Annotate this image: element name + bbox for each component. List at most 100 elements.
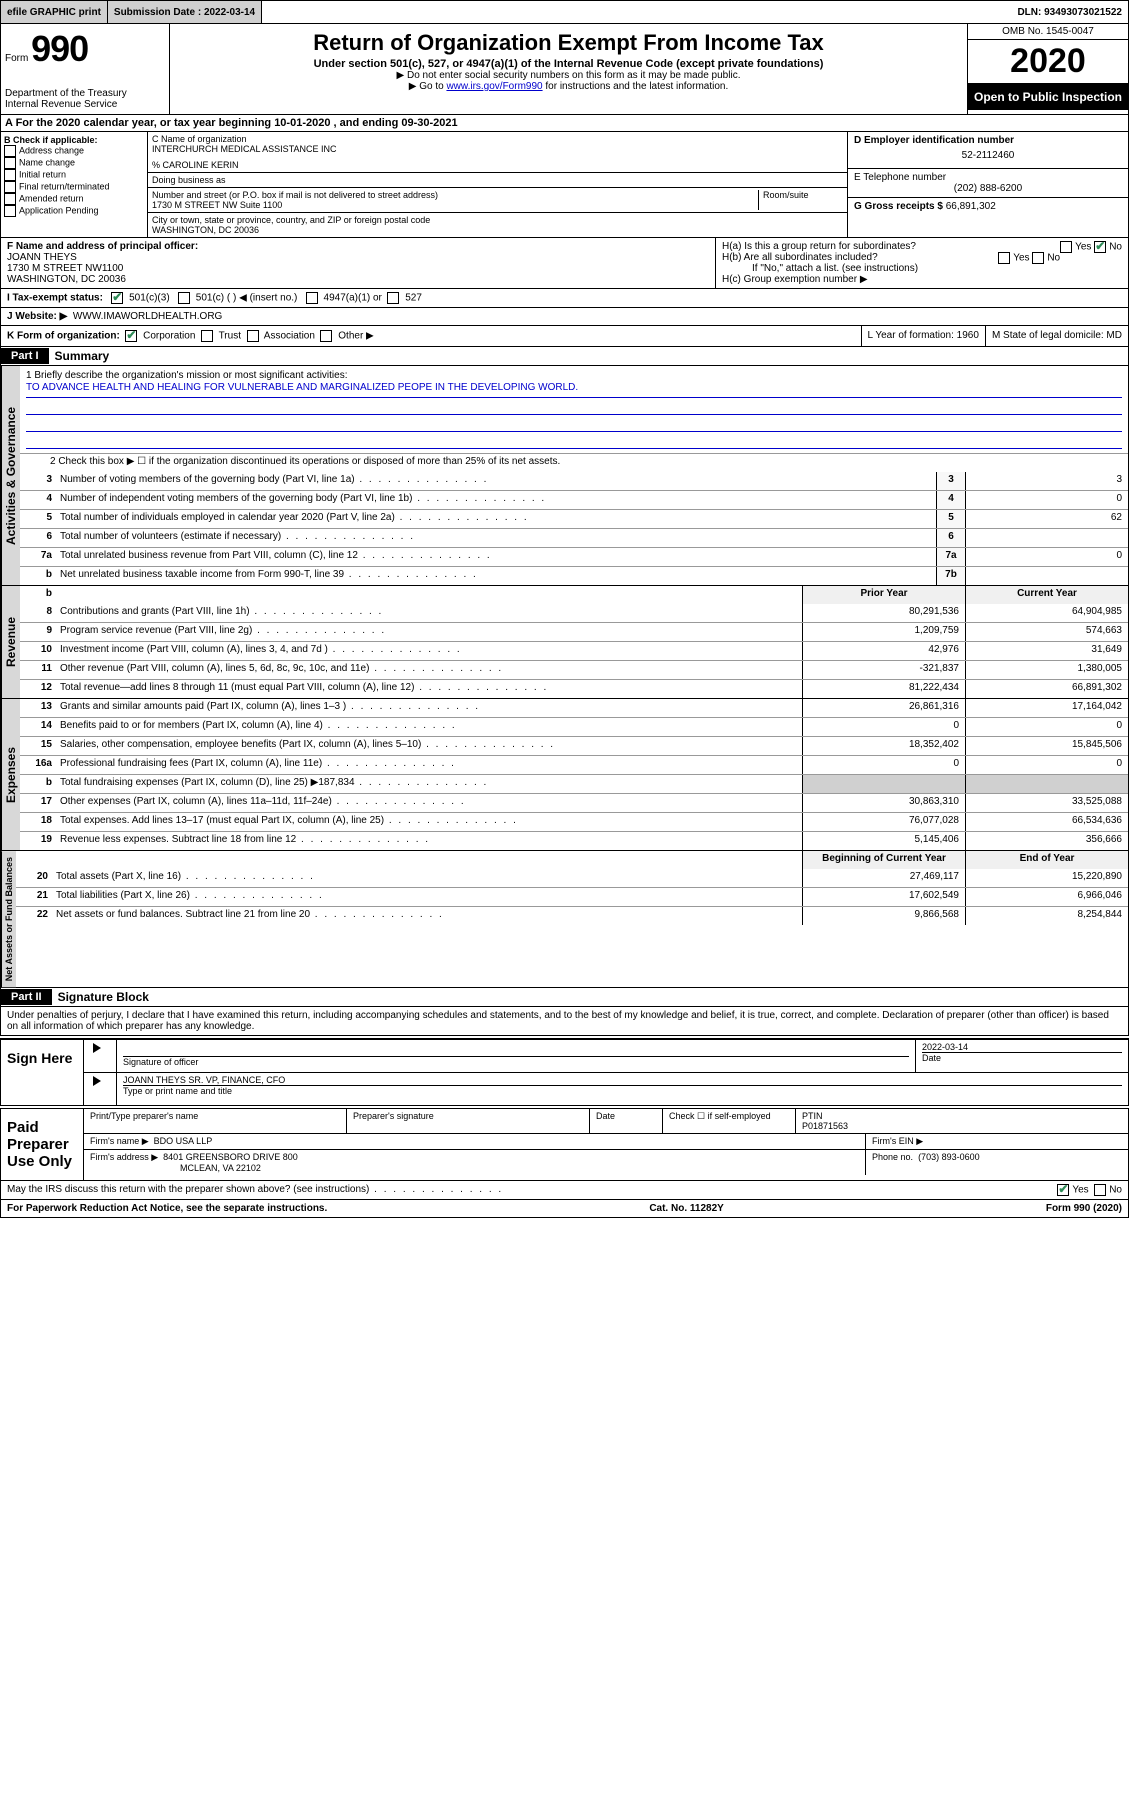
opt-trust: Trust	[219, 331, 241, 342]
line-value: 0	[965, 548, 1128, 566]
chk-assoc[interactable]	[247, 330, 259, 342]
row-i: I Tax-exempt status: 501(c)(3) 501(c) ( …	[0, 289, 1129, 308]
hdr-prior-year: Prior Year	[802, 586, 965, 604]
ein-value: 52-2112460	[854, 146, 1122, 165]
form-word: Form	[5, 53, 28, 64]
line-text: Other expenses (Part IX, column (A), lin…	[56, 794, 802, 812]
discuss-yes[interactable]	[1057, 1184, 1069, 1196]
current-year-value: 15,220,890	[965, 869, 1128, 887]
line-text: Professional fundraising fees (Part IX, …	[56, 756, 802, 774]
chk-4947[interactable]	[306, 292, 318, 304]
prior-year-value: 80,291,536	[802, 604, 965, 622]
line-text: Net unrelated business taxable income fr…	[56, 567, 936, 585]
section-net-assets: Net Assets or Fund Balances Beginning of…	[0, 851, 1129, 988]
chk-527[interactable]	[387, 292, 399, 304]
opt-corp: Corporation	[143, 331, 195, 342]
line-num: 11	[20, 661, 56, 679]
prior-year-value: 42,976	[802, 642, 965, 660]
line-text: Total expenses. Add lines 13–17 (must eq…	[56, 813, 802, 831]
paid-preparer-label: Paid Preparer Use Only	[1, 1109, 84, 1180]
prior-year-value	[802, 775, 965, 793]
prior-year-value: 18,352,402	[802, 737, 965, 755]
row-f-h: F Name and address of principal officer:…	[0, 238, 1129, 289]
line-text: Total unrelated business revenue from Pa…	[56, 548, 936, 566]
line-num: 7a	[20, 548, 56, 566]
prior-year-value: 5,145,406	[802, 832, 965, 850]
line-value: 0	[965, 491, 1128, 509]
line-num: 8	[20, 604, 56, 622]
efile-print-button[interactable]: efile GRAPHIC print	[1, 1, 108, 23]
line-box: 3	[936, 472, 965, 490]
instr-pre: ▶ Go to	[409, 81, 447, 92]
chk-name-change[interactable]	[4, 157, 16, 169]
discuss-no[interactable]	[1094, 1184, 1106, 1196]
mission-blank2	[26, 415, 1122, 432]
vert-net-assets: Net Assets or Fund Balances	[1, 851, 16, 987]
chk-app-pending[interactable]	[4, 205, 16, 217]
chk-address-change[interactable]	[4, 145, 16, 157]
prep-self-employed: Check ☐ if self-employed	[663, 1109, 796, 1133]
dept-treasury: Department of the Treasury Internal Reve…	[5, 88, 165, 110]
part2-header-row: Part II Signature Block	[0, 988, 1129, 1007]
current-year-value: 0	[965, 756, 1128, 774]
vert-governance: Activities & Governance	[1, 366, 20, 585]
top-bar: efile GRAPHIC print Submission Date : 20…	[0, 0, 1129, 24]
section-governance: Activities & Governance 1 Briefly descri…	[0, 366, 1129, 586]
hc-label: H(c) Group exemption number ▶	[722, 274, 1122, 285]
instr-post: for instructions and the latest informat…	[545, 81, 728, 92]
rev-hdr-b: b	[20, 586, 56, 604]
chk-final-return[interactable]	[4, 181, 16, 193]
line-num: 15	[20, 737, 56, 755]
chk-trust[interactable]	[201, 330, 213, 342]
hdr-current-year: Current Year	[965, 586, 1128, 604]
line-num: 22	[16, 907, 52, 925]
chk-corp[interactable]	[125, 330, 137, 342]
instr-ssn: ▶ Do not enter social security numbers o…	[174, 70, 963, 81]
pra-notice: For Paperwork Reduction Act Notice, see …	[7, 1203, 327, 1214]
chk-501c3[interactable]	[111, 292, 123, 304]
officer-name: JOANN THEYS	[7, 252, 77, 263]
open-to-public: Open to Public Inspection	[968, 84, 1128, 110]
care-of: % CAROLINE KERIN	[152, 160, 843, 170]
chk-501c[interactable]	[178, 292, 190, 304]
dln-label: DLN:	[1017, 7, 1041, 18]
hb-no[interactable]	[1032, 252, 1044, 264]
line-text: Number of independent voting members of …	[56, 491, 936, 509]
prior-year-value: 9,866,568	[802, 907, 965, 925]
line-num: 10	[20, 642, 56, 660]
current-year-value: 66,891,302	[965, 680, 1128, 698]
lbl-address-change: Address change	[19, 145, 84, 155]
form-title: Return of Organization Exempt From Incom…	[174, 30, 963, 56]
line-box: 6	[936, 529, 965, 547]
year-formation: L Year of formation: 1960	[861, 326, 985, 346]
prior-year-value: 26,861,316	[802, 699, 965, 717]
current-year-value	[965, 775, 1128, 793]
current-year-value: 33,525,088	[965, 794, 1128, 812]
firm-ein-label: Firm's EIN ▶	[866, 1134, 1128, 1149]
hb-label: H(b) Are all subordinates included?	[722, 252, 878, 263]
sig-officer-label: Signature of officer	[123, 1057, 909, 1067]
line-num: 13	[20, 699, 56, 717]
col-d-e-g: D Employer identification number 52-2112…	[848, 132, 1128, 237]
hb-yes[interactable]	[998, 252, 1010, 264]
ha-yes[interactable]	[1060, 241, 1072, 253]
chk-amended[interactable]	[4, 193, 16, 205]
firm-name: BDO USA LLP	[154, 1136, 213, 1146]
phone-label: E Telephone number	[854, 172, 1122, 183]
line-num: 3	[20, 472, 56, 490]
ha-no[interactable]	[1094, 241, 1106, 253]
chk-initial-return[interactable]	[4, 169, 16, 181]
form-number: 990	[31, 28, 88, 69]
submission-date-label: Submission Date :	[114, 7, 201, 18]
website-value: WWW.IMAWORLDHEALTH.ORG	[73, 311, 222, 322]
state-domicile: M State of legal domicile: MD	[985, 326, 1128, 346]
mission-text: TO ADVANCE HEALTH AND HEALING FOR VULNER…	[26, 381, 1122, 398]
opt-501c: 501(c) ( ) ◀ (insert no.)	[196, 293, 298, 304]
cat-no: Cat. No. 11282Y	[649, 1203, 723, 1214]
chk-other[interactable]	[320, 330, 332, 342]
addr-label: Number and street (or P.O. box if mail i…	[152, 190, 758, 200]
line-num: 18	[20, 813, 56, 831]
typed-label: Type or print name and title	[123, 1086, 1122, 1096]
irs-link[interactable]: www.irs.gov/Form990	[446, 81, 542, 92]
line-text: Benefits paid to or for members (Part IX…	[56, 718, 802, 736]
